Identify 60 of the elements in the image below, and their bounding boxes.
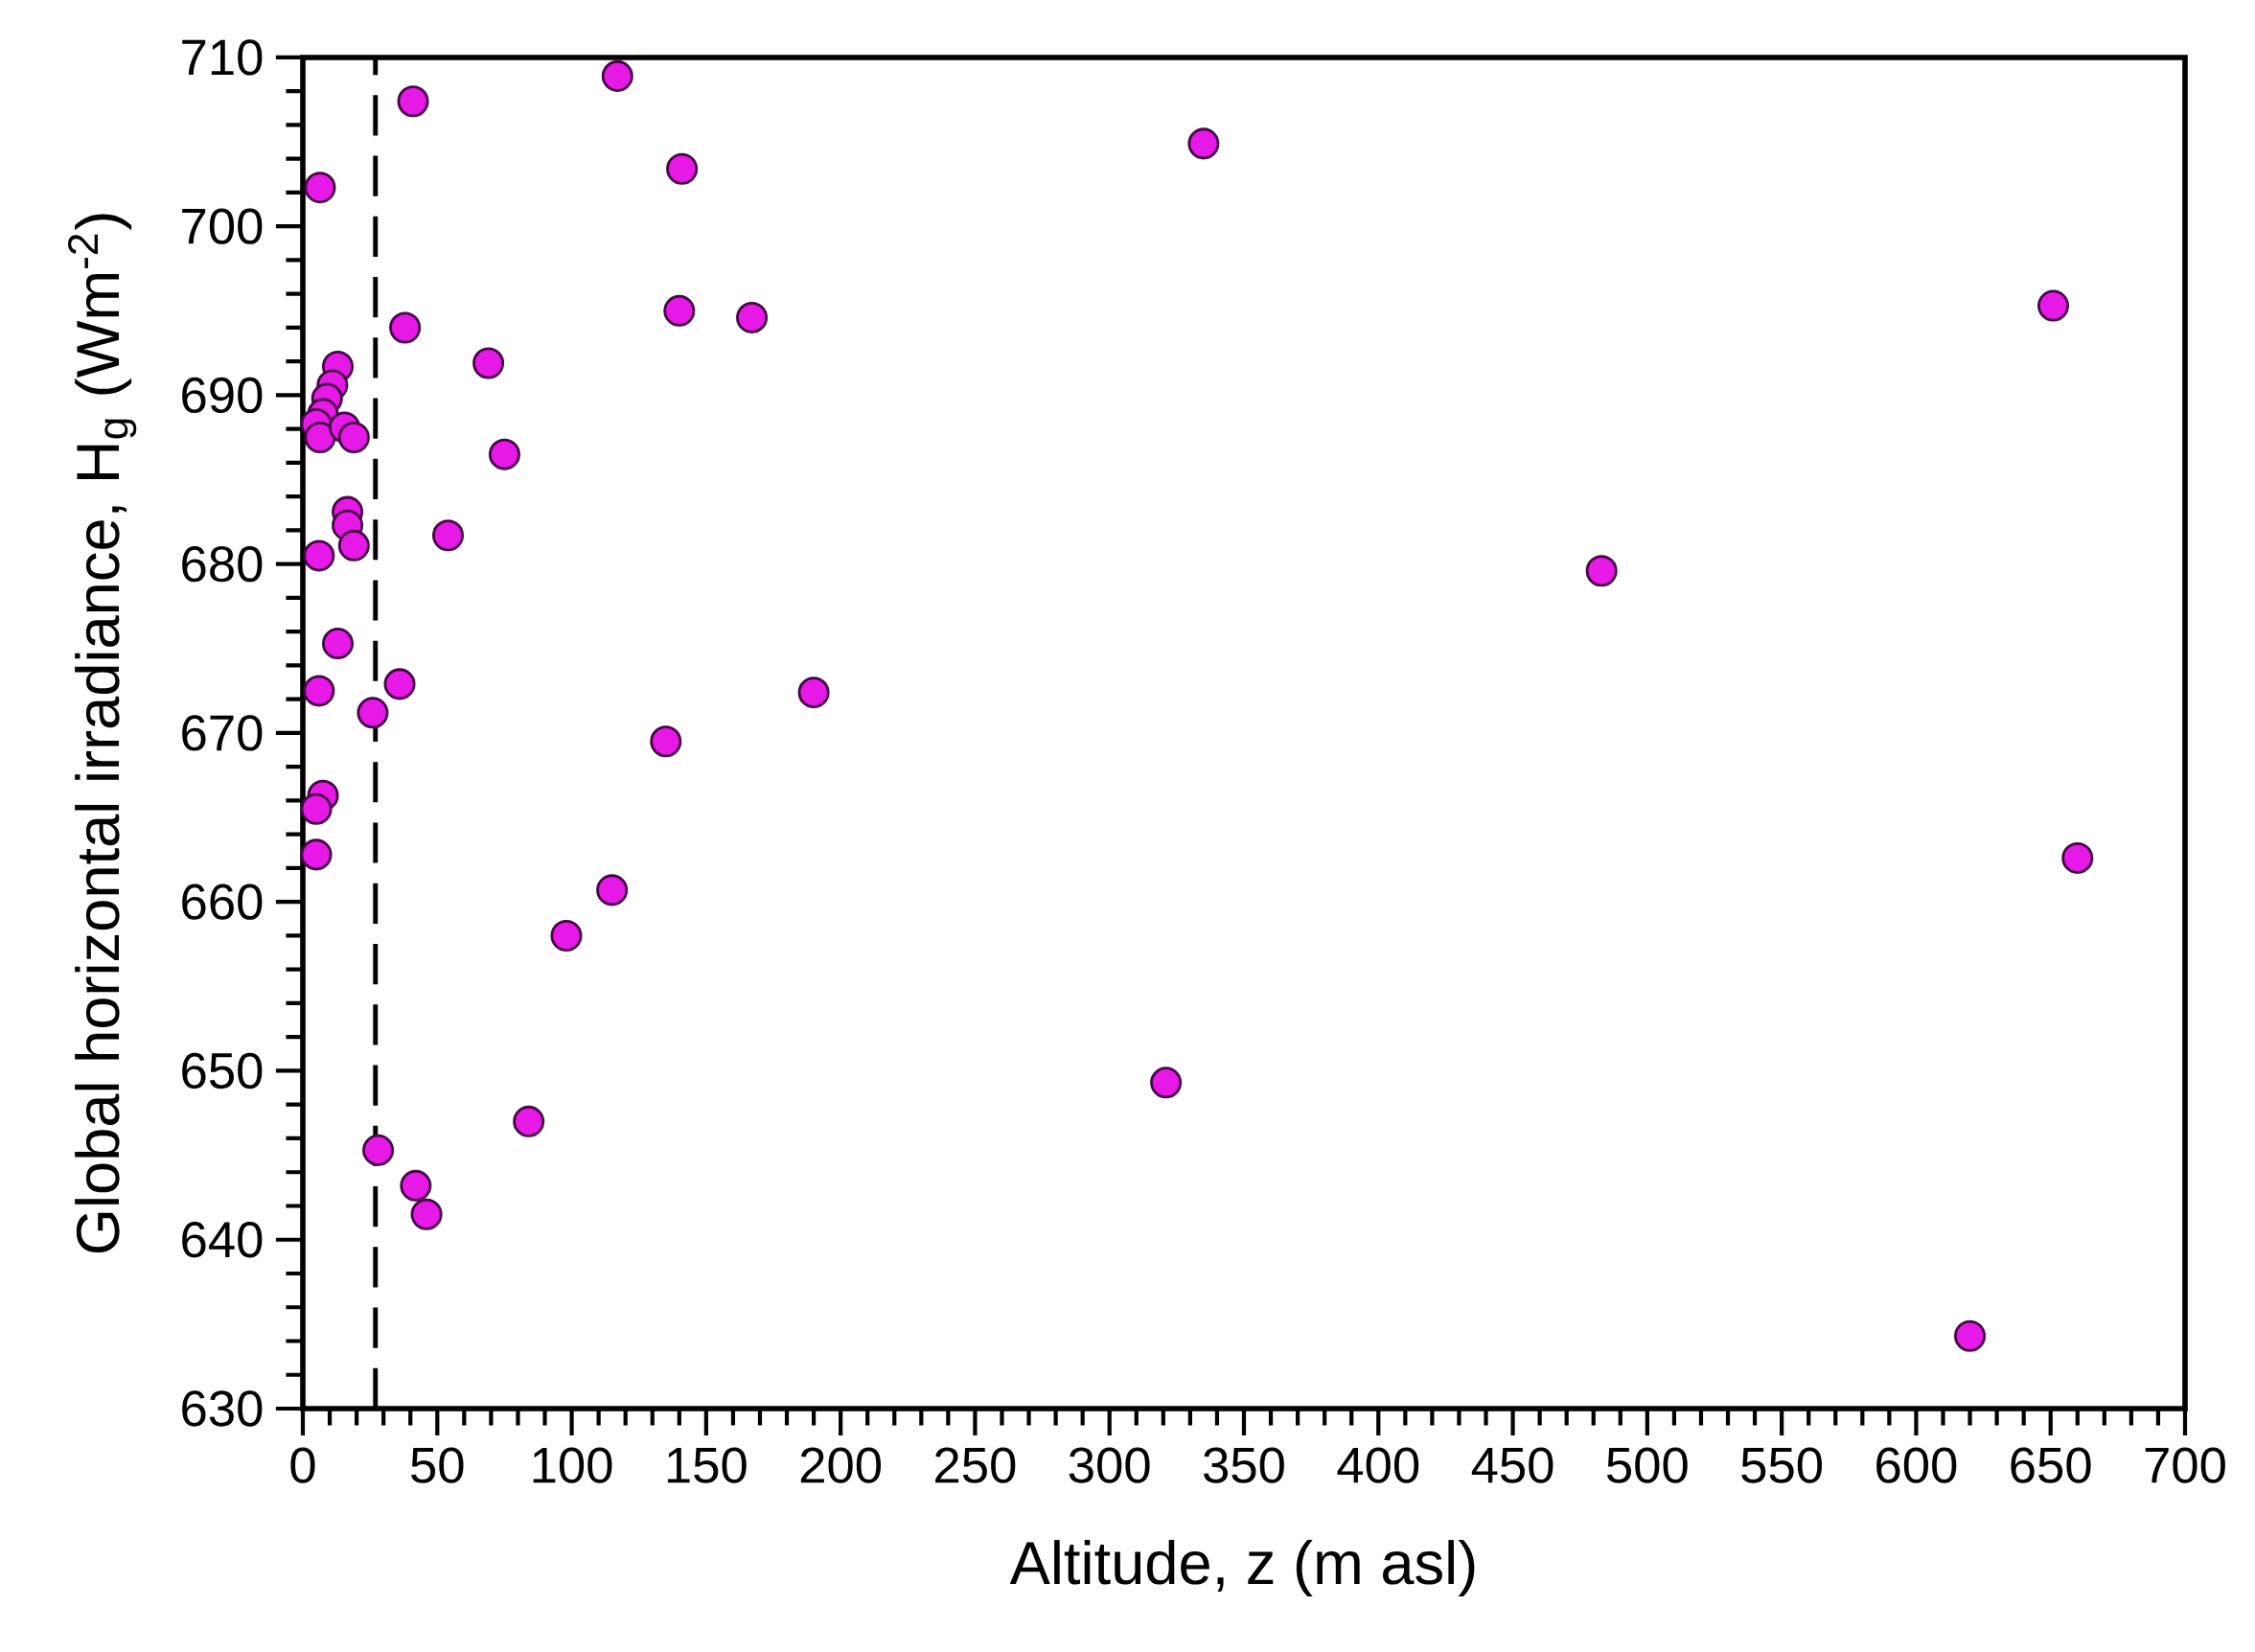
- point: [357, 697, 389, 729]
- y-tick-label: 650: [182, 1052, 263, 1090]
- point: [304, 422, 336, 454]
- point: [1150, 1067, 1183, 1099]
- point: [666, 152, 699, 185]
- x-tick-label: 500: [1606, 1447, 1688, 1483]
- point: [303, 539, 335, 572]
- point: [663, 294, 696, 327]
- x-tick-label: 600: [1876, 1447, 1957, 1483]
- x-tick-label: 250: [935, 1447, 1016, 1483]
- point: [431, 519, 465, 552]
- point: [300, 792, 333, 825]
- x-tick-label: 650: [2011, 1447, 2091, 1483]
- x-tick-label: 450: [1471, 1447, 1553, 1483]
- x-tick-label: 700: [2145, 1447, 2225, 1483]
- point: [550, 919, 583, 952]
- point: [1187, 127, 1220, 160]
- point: [2037, 289, 2070, 322]
- y-tick-label: 700: [182, 208, 263, 244]
- y-tick-label: 630: [182, 1390, 263, 1427]
- point: [601, 59, 633, 92]
- point: [400, 1169, 432, 1202]
- point: [383, 668, 416, 700]
- x-tick-label: 550: [1741, 1447, 1823, 1483]
- point: [736, 301, 769, 333]
- point: [300, 838, 333, 871]
- x-tick-label: 150: [667, 1447, 747, 1483]
- point: [2061, 841, 2094, 874]
- point: [797, 677, 830, 709]
- x-tick-label: 100: [533, 1447, 612, 1483]
- y-tick-label: 660: [182, 883, 263, 920]
- point: [472, 347, 505, 379]
- point: [397, 85, 429, 118]
- x-tick-label: 350: [1204, 1447, 1284, 1483]
- point: [389, 311, 422, 344]
- y-axis-title: Global horizontal irradiance, H$_{g}$ (Wm$^{-2}$): [68, 214, 137, 1253]
- point: [488, 438, 520, 470]
- y-tick-label: 670: [182, 715, 263, 751]
- y-tick-label: 710: [182, 39, 263, 76]
- point: [337, 422, 370, 454]
- x-tick-label: 200: [800, 1447, 882, 1483]
- point: [410, 1198, 443, 1230]
- point: [596, 874, 629, 906]
- point: [362, 1134, 395, 1166]
- y-tick-label: 690: [182, 377, 263, 414]
- point: [303, 675, 335, 707]
- point: [1954, 1319, 1987, 1352]
- x-tick-label: 300: [1069, 1447, 1150, 1483]
- x-tick-label: 400: [1337, 1447, 1419, 1483]
- point: [650, 725, 682, 758]
- point: [304, 172, 336, 204]
- point: [321, 628, 355, 660]
- point: [337, 529, 370, 562]
- x-tick-label: 0: [290, 1447, 315, 1483]
- x-tick-label: 50: [411, 1447, 464, 1483]
- y-tick-label: 640: [182, 1222, 263, 1258]
- point: [513, 1105, 545, 1137]
- x-axis-title: Altitude, z (m asl): [1009, 1540, 1475, 1597]
- y-tick-label: 680: [182, 546, 263, 583]
- point: [1585, 555, 1618, 587]
